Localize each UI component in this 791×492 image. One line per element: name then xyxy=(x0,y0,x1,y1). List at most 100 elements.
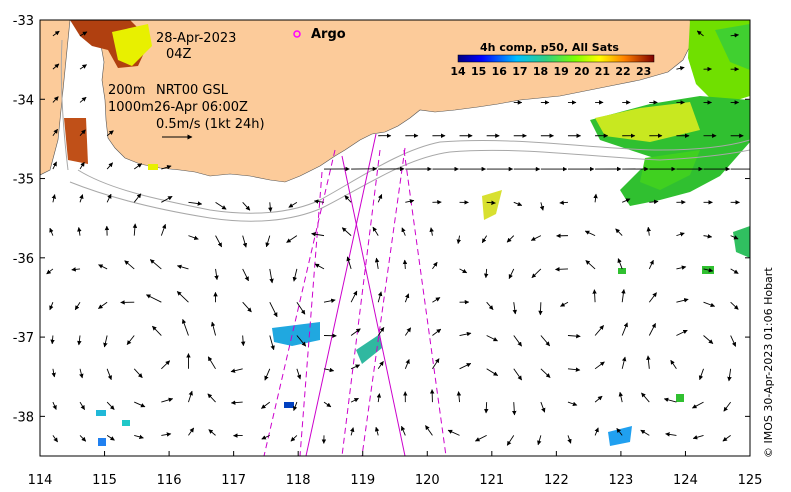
current-arrow xyxy=(261,401,271,409)
current-arrow xyxy=(161,360,171,370)
current-arrow xyxy=(404,293,410,303)
current-arrow xyxy=(242,301,252,313)
colorbar-tick-label: 19 xyxy=(554,65,569,78)
current-arrow xyxy=(52,435,58,443)
current-vectors xyxy=(46,30,750,446)
current-arrow xyxy=(49,302,54,311)
current-arrow xyxy=(176,291,189,303)
x-tick-label: 125 xyxy=(738,473,763,488)
current-arrow xyxy=(567,367,581,372)
current-arrow xyxy=(341,227,352,236)
current-arrow xyxy=(311,232,325,237)
current-arrow xyxy=(292,268,298,282)
current-arrow xyxy=(207,393,216,403)
current-arrow xyxy=(346,256,352,270)
current-arrow xyxy=(676,232,685,237)
current-arrow xyxy=(133,163,143,170)
current-arrow xyxy=(230,368,243,373)
current-arrow xyxy=(404,327,412,336)
current-arrow xyxy=(323,298,336,303)
colorbar-tick-label: 14 xyxy=(450,65,466,78)
current-arrow xyxy=(402,259,408,269)
current-arrow xyxy=(692,434,704,440)
current-arrow xyxy=(376,393,382,403)
x-tick-label: 118 xyxy=(286,473,311,488)
current-arrow xyxy=(134,434,144,440)
analysis-time-label: 26-Apr 06:00Z xyxy=(154,100,248,115)
current-arrow xyxy=(79,161,85,170)
current-arrow xyxy=(77,227,82,236)
current-arrow xyxy=(52,161,57,170)
current-arrow xyxy=(79,368,84,379)
current-arrow xyxy=(98,301,108,309)
current-arrow xyxy=(730,301,739,310)
current-arrow xyxy=(290,435,298,442)
current-arrow xyxy=(404,359,410,369)
current-arrow xyxy=(161,165,172,170)
current-arrow xyxy=(103,335,108,348)
current-arrow xyxy=(50,335,55,345)
current-arrow xyxy=(145,294,162,303)
colorbar-tick-label: 17 xyxy=(512,65,527,78)
contour-200m-label: 200m xyxy=(108,83,145,98)
current-arrow xyxy=(188,427,195,436)
current-arrow xyxy=(696,30,704,37)
current-arrow xyxy=(676,66,685,71)
current-arrow xyxy=(616,428,623,436)
current-arrow xyxy=(133,193,142,203)
x-tick-label: 114 xyxy=(28,473,53,488)
current-arrow xyxy=(52,128,58,137)
current-arrow xyxy=(617,258,623,270)
current-arrow xyxy=(592,289,597,303)
current-arrow xyxy=(621,322,628,336)
current-arrow xyxy=(77,335,82,346)
current-arrow xyxy=(663,397,677,403)
colorbar-tick-label: 16 xyxy=(492,65,508,78)
x-tick-label: 123 xyxy=(608,473,633,488)
current-arrow xyxy=(98,264,108,270)
current-arrow xyxy=(730,235,739,240)
current-arrow xyxy=(537,435,542,446)
current-arrow xyxy=(722,435,731,442)
current-arrow xyxy=(513,368,523,381)
current-arrow xyxy=(374,426,380,436)
current-arrow xyxy=(560,301,569,307)
current-arrow xyxy=(207,356,216,370)
current-arrow xyxy=(79,435,87,442)
current-arrow xyxy=(665,432,677,437)
current-arrow xyxy=(133,368,143,379)
y-tick-label: -36 xyxy=(13,252,34,267)
current-arrow xyxy=(265,235,271,248)
x-tick-label: 116 xyxy=(157,473,182,488)
current-arrow xyxy=(648,323,656,336)
y-tick-label: -37 xyxy=(13,331,34,346)
current-arrow xyxy=(425,425,433,436)
y-axis-ticks: -33 -34 -35 -36 -37 -38 xyxy=(13,14,750,425)
plot-frame xyxy=(39,19,751,457)
current-arrow xyxy=(730,268,739,274)
current-arrow xyxy=(377,361,384,370)
current-arrow xyxy=(51,368,56,378)
current-arrow xyxy=(641,392,650,403)
hour-label: 04Z xyxy=(166,47,192,62)
current-arrow xyxy=(646,355,651,369)
current-arrow xyxy=(730,33,740,38)
current-arrow xyxy=(486,301,494,310)
current-arrow xyxy=(261,434,270,440)
current-arrow xyxy=(730,335,737,347)
current-arrow xyxy=(615,228,623,236)
current-arrow xyxy=(161,432,172,437)
current-arrow xyxy=(286,235,298,243)
current-arrow xyxy=(161,397,174,403)
current-arrow xyxy=(71,267,81,272)
current-arrow xyxy=(584,230,596,237)
current-arrow xyxy=(296,335,307,347)
current-arrow xyxy=(350,290,358,303)
current-arrow xyxy=(106,130,114,137)
nrt-label: NRT00 GSL xyxy=(156,83,229,98)
current-arrow xyxy=(264,368,271,381)
current-arrow xyxy=(268,202,273,213)
current-arrow xyxy=(46,268,54,275)
current-arrow xyxy=(512,302,518,315)
current-arrow xyxy=(727,368,732,382)
